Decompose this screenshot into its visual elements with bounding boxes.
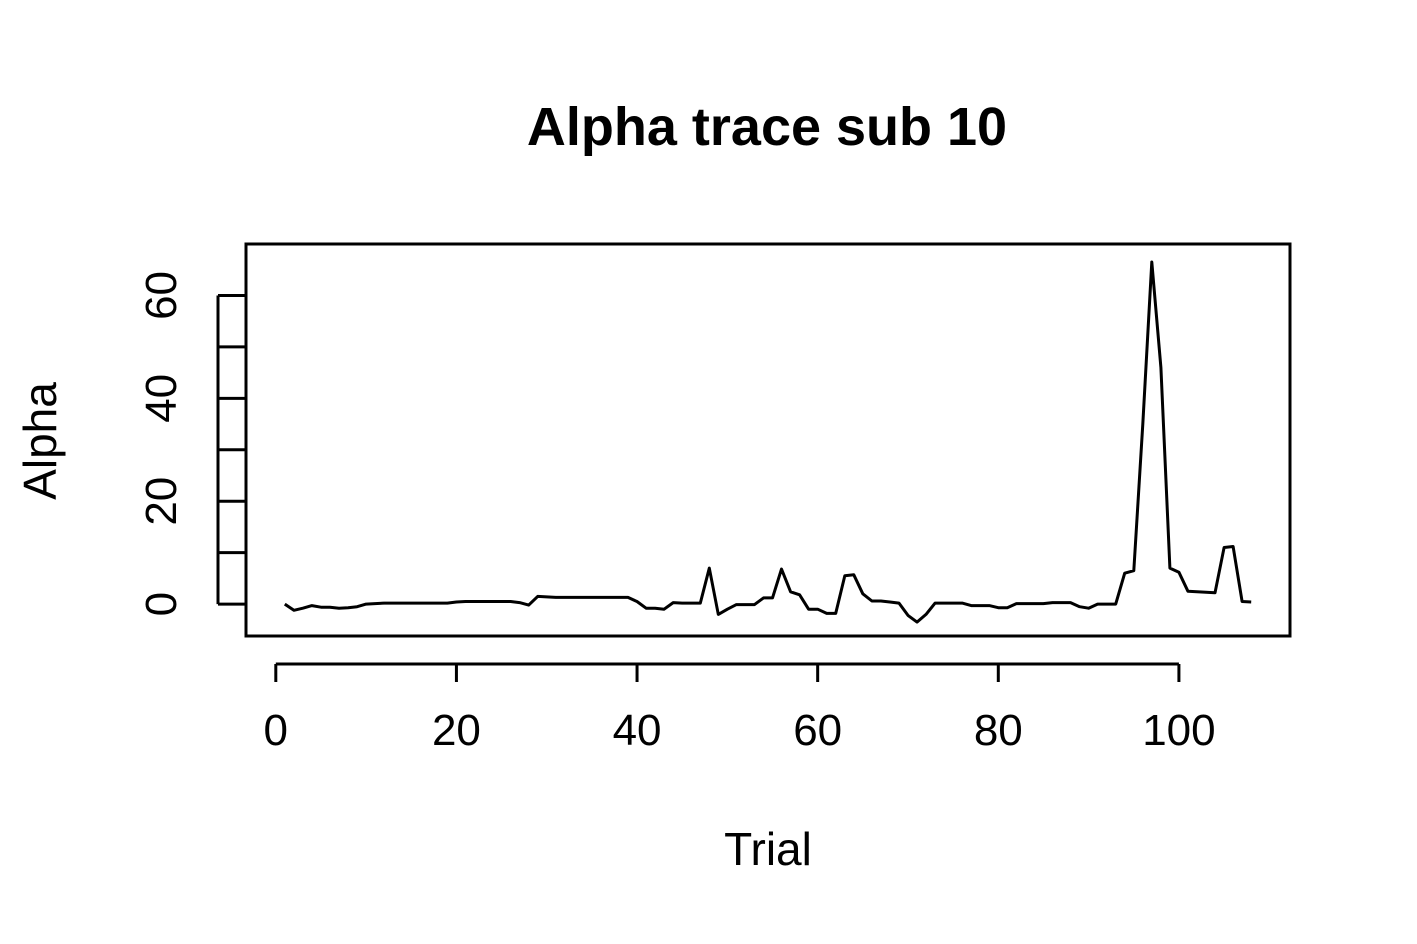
series-line <box>283 260 1252 624</box>
series-layer <box>283 260 1252 624</box>
y-tick-label: 60 <box>137 271 186 320</box>
y-axis: 0 20 40 60 <box>137 271 246 616</box>
x-tick-label: 60 <box>793 706 842 755</box>
x-tick-label: 20 <box>432 706 481 755</box>
x-tick-label: 40 <box>613 706 662 755</box>
x-tick-label: 0 <box>264 706 288 755</box>
y-tick-label: 20 <box>137 477 186 526</box>
x-axis: 0 20 40 60 80 100 <box>264 662 1216 755</box>
y-tick-label: 0 <box>137 592 186 616</box>
chart-title: Alpha trace sub 10 <box>527 97 1007 157</box>
x-axis-label: Trial <box>724 823 812 875</box>
y-axis-label: Alpha <box>14 382 66 500</box>
y-tick-label: 40 <box>137 374 186 423</box>
x-tick-label: 80 <box>974 706 1023 755</box>
x-tick-label: 100 <box>1142 706 1215 755</box>
plot-area-frame <box>244 242 1292 638</box>
